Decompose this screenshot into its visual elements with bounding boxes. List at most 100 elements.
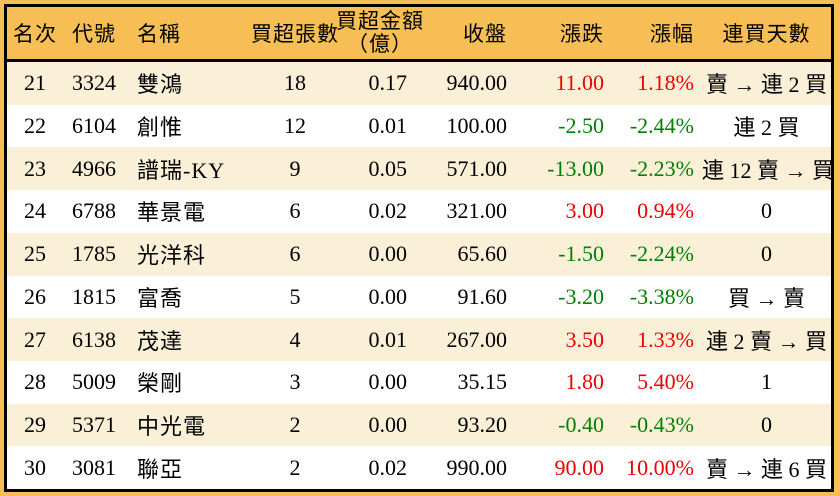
cell-volume: 5 [289, 283, 301, 309]
cell-code: 6138 [72, 326, 116, 352]
cell-code: 6788 [72, 198, 116, 224]
cell-close: 571.00 [446, 155, 508, 181]
cell-amount: 0.02 [368, 454, 408, 480]
cell-change: -1.50 [558, 241, 604, 267]
table-row: 23 4966 譜瑞-KY 9 0.05 571.00 -13.00 -2.23… [7, 147, 835, 191]
cell-change: 3.00 [565, 198, 605, 224]
cell-streak: 連 2 買 [733, 115, 800, 141]
header-amount-line1: 買超金額 [336, 9, 424, 33]
cell-name: 光洋科 [137, 243, 207, 269]
cell-name: 譜瑞-KY [137, 157, 226, 183]
cell-code: 5371 [72, 411, 116, 437]
cell-rank: 30 [24, 454, 46, 480]
cell-amount: 0.00 [368, 369, 408, 395]
cell-code: 3324 [72, 70, 116, 96]
table-row: 24 6788 華景電 6 0.02 321.00 3.00 0.94% 0 [7, 190, 831, 233]
header-change: 漲跌 [560, 22, 604, 46]
table-row: 22 6104 創惟 12 0.01 100.00 -2.50 -2.44% 連… [7, 104, 831, 148]
cell-volume: 9 [289, 155, 301, 181]
cell-code: 1785 [72, 241, 116, 267]
cell-volume: 12 [284, 113, 306, 139]
cell-volume: 6 [289, 198, 301, 224]
cell-name: 聯亞 [137, 456, 184, 482]
cell-name: 創惟 [137, 115, 184, 141]
table-row: 26 1815 富喬 5 0.00 91.60 -3.20 -3.38% 買 →… [7, 275, 831, 319]
cell-volume: 2 [289, 454, 301, 480]
cell-volume: 2 [289, 411, 301, 437]
table-body: 21 3324 雙鴻 18 0.17 940.00 11.00 1.18% 賣 … [7, 62, 835, 490]
cell-code: 5009 [72, 369, 116, 395]
cell-name: 富喬 [137, 285, 184, 311]
cell-streak: 0 [761, 198, 772, 224]
cell-amount: 0.00 [368, 283, 408, 309]
cell-close: 35.15 [457, 369, 508, 395]
cell-close: 990.00 [446, 454, 508, 480]
cell-amount: 0.05 [368, 155, 408, 181]
cell-rank: 22 [24, 113, 46, 139]
cell-rank: 25 [24, 241, 46, 267]
cell-rank: 28 [24, 369, 46, 395]
cell-name: 華景電 [137, 200, 207, 226]
header-code: 代號 [72, 22, 116, 46]
cell-name: 雙鴻 [137, 72, 184, 98]
table-header-row: 名次 代號 名稱 買超張數 買超金額 （億） 收盤 漲跌 漲幅 連買天數 [7, 7, 831, 62]
cell-close: 267.00 [446, 326, 508, 352]
cell-close: 65.60 [457, 241, 508, 267]
cell-code: 6104 [72, 113, 116, 139]
header-close: 收盤 [463, 22, 507, 46]
table-row: 27 6138 茂達 4 0.01 267.00 3.50 1.33% 連 2 … [7, 318, 831, 361]
cell-volume: 3 [289, 369, 301, 395]
cell-amount: 0.01 [368, 326, 408, 352]
cell-amount: 0.01 [368, 113, 408, 139]
cell-streak: 連 2 賣 → 買 [705, 328, 827, 354]
cell-rank: 26 [24, 283, 46, 309]
cell-amount: 0.00 [368, 411, 408, 437]
stock-table: 名次 代號 名稱 買超張數 買超金額 （億） 收盤 漲跌 漲幅 連買天數 21 … [4, 4, 834, 492]
cell-pct: -3.38% [629, 283, 694, 309]
cell-pct: -2.24% [629, 241, 694, 267]
cell-streak: 1 [761, 369, 772, 395]
cell-close: 321.00 [446, 198, 508, 224]
header-volume: 買超張數 [251, 22, 339, 46]
cell-name: 茂達 [137, 328, 184, 354]
table-row: 25 1785 光洋科 6 0.00 65.60 -1.50 -2.24% 0 [7, 232, 831, 276]
cell-amount: 0.00 [368, 241, 408, 267]
cell-pct: 1.18% [637, 70, 694, 96]
header-pct: 漲幅 [650, 22, 694, 46]
cell-change: -0.40 [558, 411, 604, 437]
cell-code: 1815 [72, 283, 116, 309]
cell-volume: 4 [289, 326, 301, 352]
header-streak: 連買天數 [722, 22, 811, 46]
cell-close: 93.20 [457, 411, 508, 437]
cell-close: 91.60 [457, 283, 508, 309]
cell-rank: 23 [24, 155, 46, 181]
cell-close: 940.00 [446, 70, 508, 96]
cell-change: -2.50 [558, 113, 604, 139]
header-amount-line2: （億） [347, 32, 413, 56]
cell-pct: -2.44% [629, 113, 694, 139]
cell-amount: 0.17 [368, 70, 408, 96]
cell-pct: 10.00% [626, 454, 694, 480]
cell-streak: 賣 → 連 2 買 [705, 72, 827, 98]
cell-pct: 5.40% [637, 369, 694, 395]
cell-streak: 賣 → 連 6 買 [705, 456, 827, 482]
header-amount: 買超金額 （億） [336, 7, 423, 59]
cell-rank: 24 [24, 198, 46, 224]
cell-change: -13.00 [547, 155, 604, 181]
table-row: 29 5371 中光電 2 0.00 93.20 -0.40 -0.43% 0 [7, 403, 831, 447]
cell-pct: -0.43% [629, 411, 694, 437]
header-rank: 名次 [13, 22, 57, 46]
cell-pct: 1.33% [637, 326, 694, 352]
cell-streak: 連 12 賣 → 買 [702, 157, 835, 183]
cell-rank: 27 [24, 326, 46, 352]
cell-rank: 29 [24, 411, 46, 437]
table-row: 28 5009 榮剛 3 0.00 35.15 1.80 5.40% 1 [7, 360, 831, 404]
cell-change: 3.50 [565, 326, 605, 352]
cell-close: 100.00 [446, 113, 508, 139]
cell-pct: 0.94% [637, 198, 694, 224]
cell-change: 11.00 [555, 70, 604, 96]
table-row: 30 3081 聯亞 2 0.02 990.00 90.00 10.00% 賣 … [7, 446, 831, 490]
cell-streak: 買 → 賣 [727, 285, 805, 311]
table-row: 21 3324 雙鴻 18 0.17 940.00 11.00 1.18% 賣 … [7, 62, 831, 105]
